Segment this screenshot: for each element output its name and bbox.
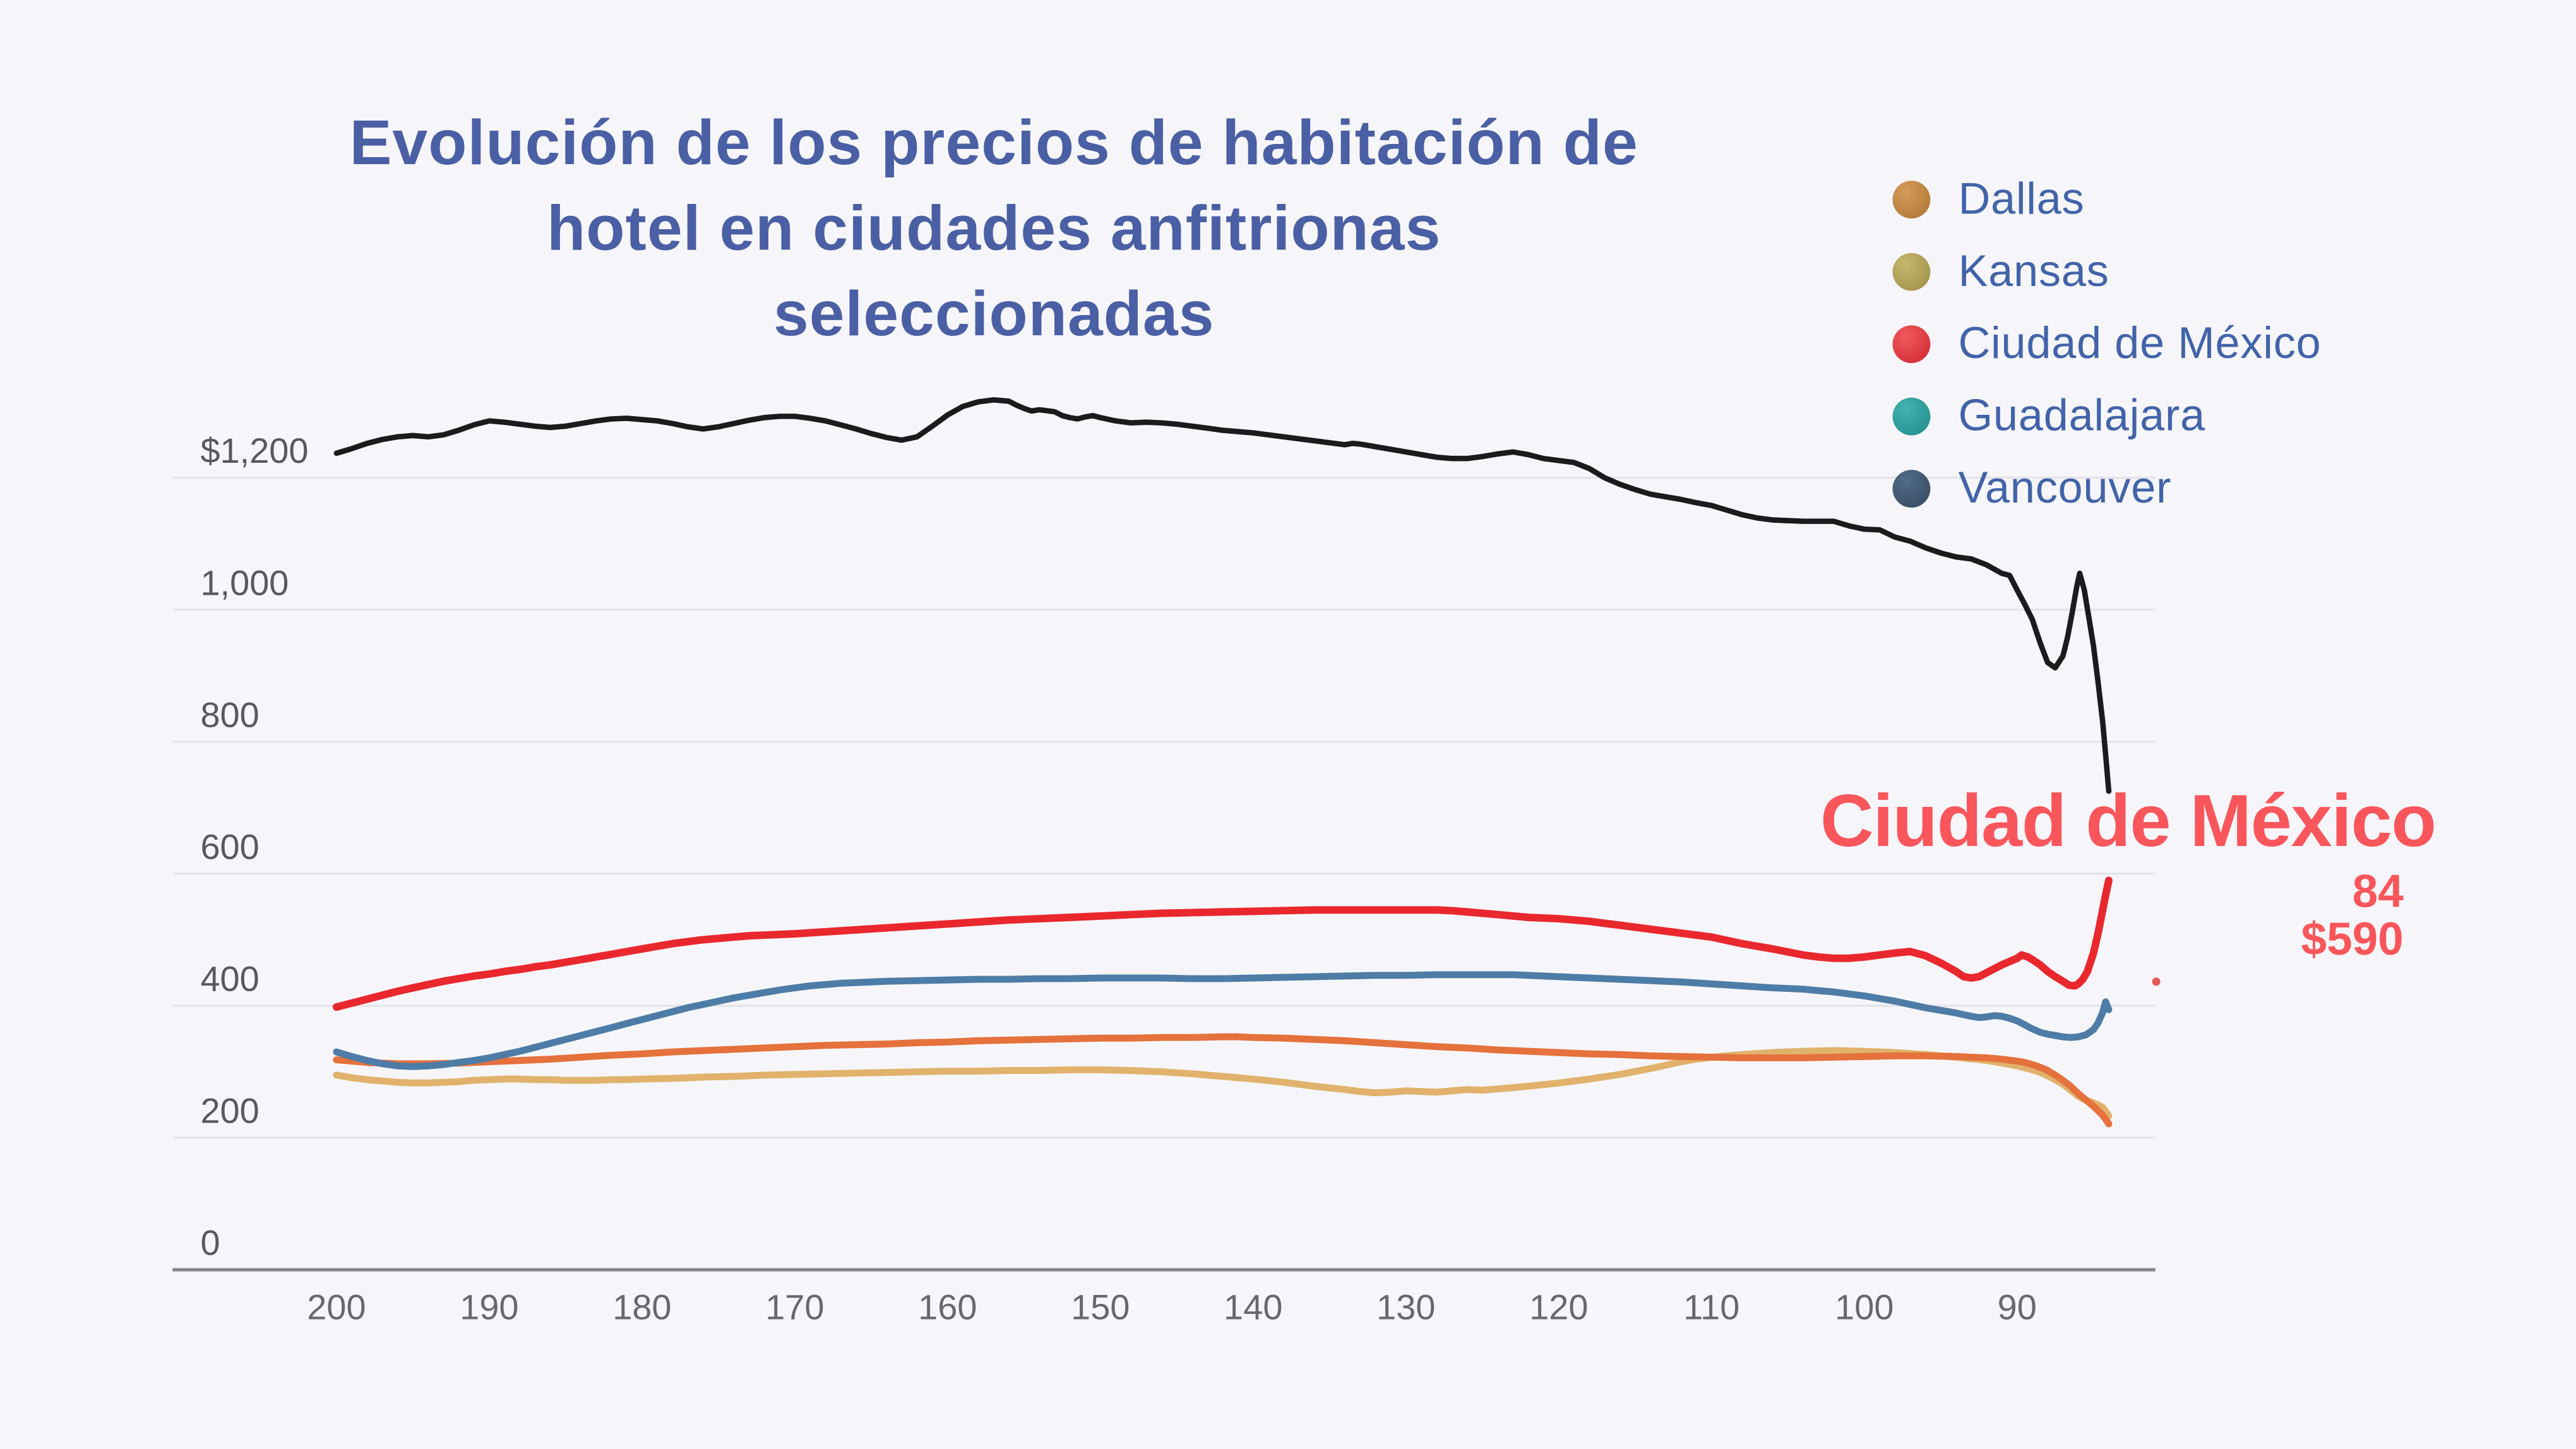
legend-item-vancouver: Vancouver <box>1892 452 2322 524</box>
legend-item-ciudad-de-m-xico: Ciudad de México <box>1892 307 2322 379</box>
legend-dot <box>1892 468 1931 507</box>
legend-item-label: Dallas <box>1958 173 2085 223</box>
series-line-dallas <box>333 1033 2113 1128</box>
x-tick-label: 200 <box>307 1287 366 1327</box>
x-tick-label: 110 <box>1683 1287 1739 1327</box>
legend-dot <box>1892 252 1931 290</box>
legend-item-guadalajara: Guadalajara <box>1892 379 2322 451</box>
legend-dot <box>1892 397 1931 435</box>
page-title: Evolución de los precios de habitación d… <box>131 102 1856 358</box>
legend-item-label: Ciudad de México <box>1958 318 2322 367</box>
page-title-line-1: Evolución de los precios de habitación d… <box>349 108 1638 179</box>
legend-dot <box>1892 324 1931 362</box>
x-tick-label: 160 <box>918 1287 977 1327</box>
legend-item-kansas: Kansas <box>1892 235 2322 307</box>
y-axis-labels: $1,200 1,000 800 600 400 200 0 <box>200 431 308 1262</box>
y-tick-label: 0 <box>200 1223 220 1263</box>
hover-point-marker <box>2152 977 2161 986</box>
chart-legend: Dallas Kansas Ciudad de México Guadalaja… <box>1892 163 2322 524</box>
annotation-price: $590 <box>2301 913 2404 965</box>
legend-dot <box>1892 179 1931 218</box>
x-tick-label: 100 <box>1835 1287 1893 1327</box>
series-line-kansas <box>333 1047 2113 1120</box>
y-tick-label: $1,200 <box>200 431 308 470</box>
legend-item-label: Guadalajara <box>1958 390 2205 440</box>
annotation-x-value: 84 <box>2352 866 2404 917</box>
annotation-series-name: Ciudad de México <box>1820 778 2436 863</box>
annotation-values: 84 $590 <box>2054 868 2404 963</box>
legend-item-dallas: Dallas <box>1892 163 2322 235</box>
x-tick-label: 170 <box>765 1287 824 1327</box>
x-tick-label: 190 <box>460 1287 518 1327</box>
y-gridlines <box>172 476 2156 1139</box>
legend-item-label: Vancouver <box>1958 462 2172 512</box>
x-tick-label: 130 <box>1376 1287 1435 1327</box>
x-tick-label: 180 <box>612 1287 671 1327</box>
x-tick-label: 120 <box>1529 1287 1588 1327</box>
series-line-vancouver <box>333 397 2112 794</box>
series-line-guadalajara <box>333 971 2113 1070</box>
series-line-ciudad-de-m-xico <box>332 876 2113 1011</box>
page-title-line-2: hotel en ciudades anfitrionas <box>547 194 1441 265</box>
x-tick-label: 150 <box>1071 1287 1130 1327</box>
y-tick-label: 1,000 <box>200 563 289 602</box>
y-tick-label: 400 <box>200 959 259 999</box>
x-axis-labels: 200 190 180 170 160 150 140 130 120 110 100 90 <box>307 1287 2037 1327</box>
page-title-line-3: seleccionadas <box>773 279 1215 350</box>
x-tick-label: 90 <box>1998 1287 2037 1327</box>
y-tick-label: 800 <box>200 695 259 734</box>
y-tick-label: 200 <box>200 1091 259 1131</box>
x-tick-label: 140 <box>1224 1287 1282 1327</box>
y-tick-label: 600 <box>200 826 259 866</box>
legend-item-label: Kansas <box>1958 246 2109 295</box>
